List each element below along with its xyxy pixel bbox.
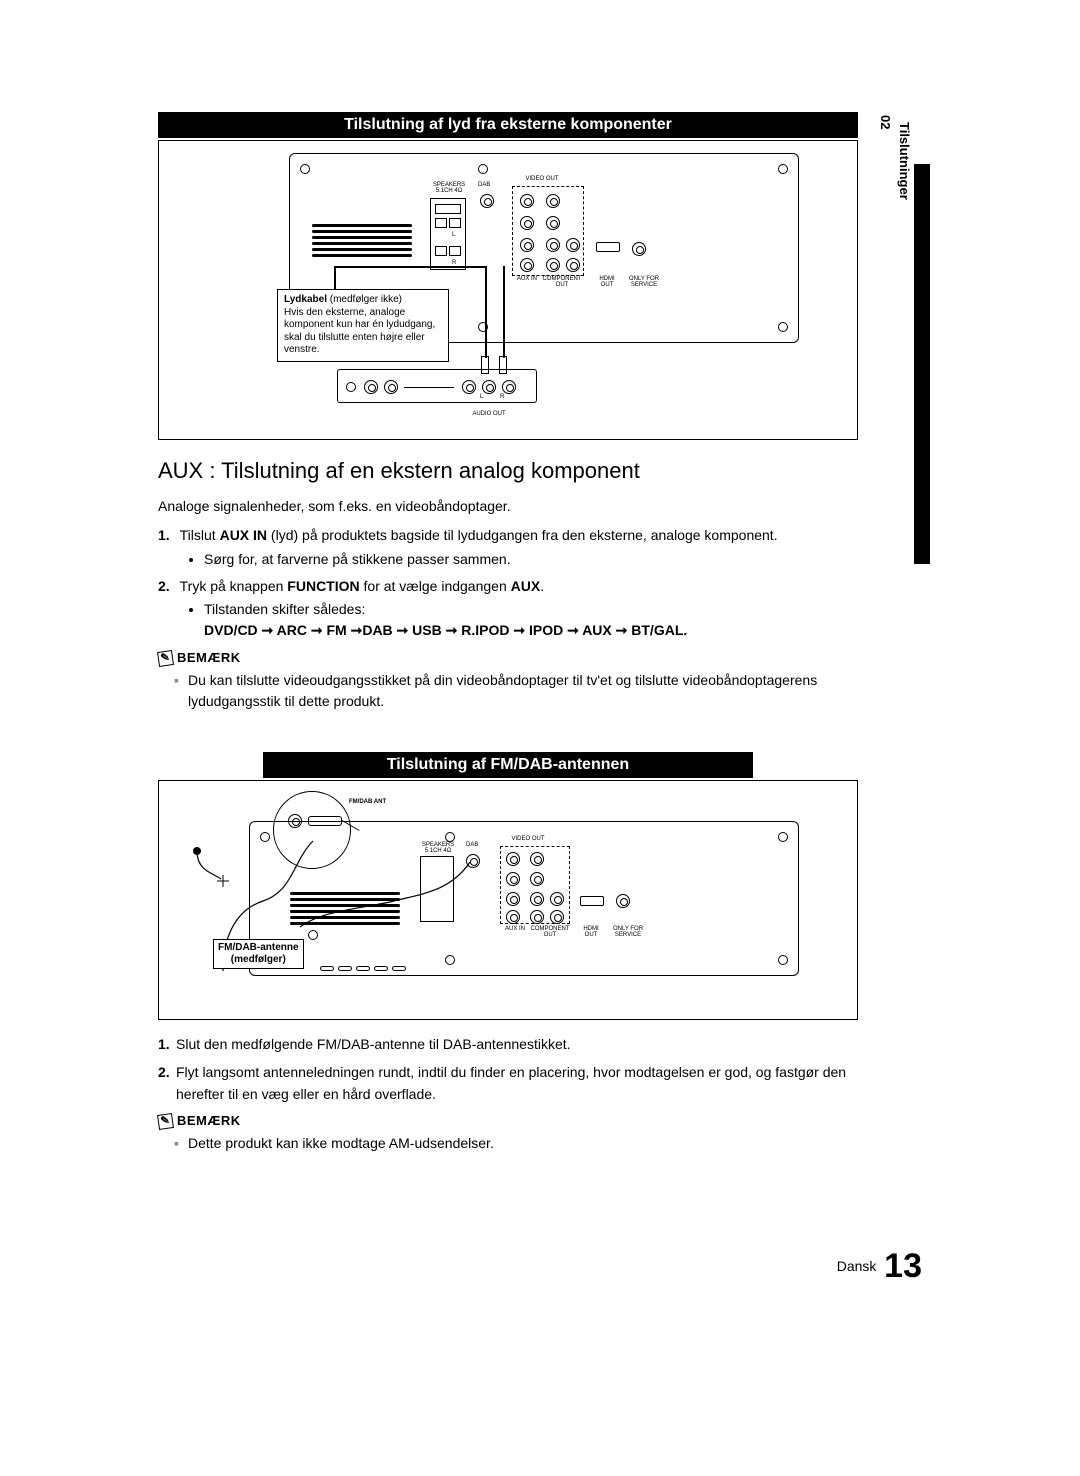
section-bar-2: Tilslutning af FM/DAB-antennen: [263, 752, 753, 778]
note-list-2: Dette produkt kan ikke modtage AM-udsend…: [158, 1133, 858, 1154]
side-chapter-number: 02: [878, 115, 893, 129]
note-list-1: Du kan tilslutte videoudgangsstikket på …: [158, 670, 858, 712]
antenna-label-box: FM/DAB-antenne (medfølger): [213, 939, 304, 969]
label-dab: DAB: [478, 182, 490, 188]
label-fmdab-ant: FM/DAB ANT: [349, 799, 386, 805]
side-margin-bar: [914, 164, 930, 564]
label-speakers: SPEAKERS 5.1CH 4Ω: [426, 182, 472, 194]
section-title-aux: AUX : Tilslutning af en ekstern analog k…: [158, 458, 858, 484]
steps-list-2: 1.Slut den medfølgende FM/DAB-antenne ti…: [158, 1034, 858, 1105]
page-footer: Dansk 13: [837, 1247, 922, 1286]
diagram-aux-connection: SPEAKERS 5.1CH 4Ω L R DAB VIDEO OUT: [158, 140, 858, 440]
note-icon: ✎: [157, 650, 174, 667]
page-content: Tilslutning af lyd fra eksterne komponen…: [158, 112, 858, 1154]
external-device: L R: [337, 369, 537, 403]
note-heading-1: ✎BEMÆRK: [158, 650, 858, 666]
callout-lydkabel: Lydkabel (medfølger ikke) Hvis den ekste…: [277, 289, 449, 362]
rear-panel-2: SPEAKERS 5.1CH 4Ω DAB VIDEO OUT AUX IN C…: [249, 821, 799, 976]
intro-text: Analoge signalenheder, som f.eks. en vid…: [158, 496, 858, 517]
section-bar-1: Tilslutning af lyd fra eksterne komponen…: [158, 112, 858, 138]
page-number: 13: [884, 1247, 922, 1285]
note-heading-2: ✎BEMÆRK: [158, 1113, 858, 1129]
diagram-fm-dab: FM/DAB ANT SPEAKERS 5.1CH 4Ω DAB: [158, 780, 858, 1020]
label-videoout: VIDEO OUT: [512, 176, 572, 182]
side-chapter-title: Tilslutninger: [897, 122, 912, 200]
note-icon: ✎: [157, 1113, 174, 1130]
steps-list-1: 1. Tilslut AUX IN (lyd) på produktets ba…: [158, 525, 858, 642]
label-audio-out: AUDIO OUT: [459, 411, 519, 417]
mode-chain: DVD/CD ➞ ARC ➞ FM ➞DAB ➞ USB ➞ R.IPOD ➞ …: [204, 622, 687, 638]
